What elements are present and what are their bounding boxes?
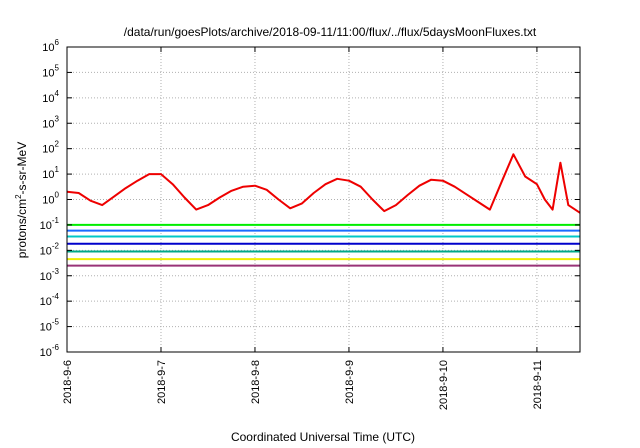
y-tick-label: 101 [42, 165, 59, 181]
x-tick-label: 2018-9-7 [156, 360, 168, 404]
y-label-post: -s-sr-MeV [15, 142, 29, 195]
y-tick-label: 10-3 [40, 267, 60, 283]
x-tick-label: 2018-9-8 [250, 360, 262, 404]
grid-lines [67, 47, 580, 352]
y-axis-label: protons/cm2-s-sr-MeV [14, 142, 29, 258]
chart-title: /data/run/goesPlots/archive/2018-09-11/1… [124, 25, 537, 39]
y-tick-label: 10-1 [40, 216, 60, 232]
y-tick-label: 105 [42, 63, 59, 79]
y-tick-label: 102 [42, 140, 59, 156]
y-tick-label: 103 [42, 114, 59, 130]
series-lines [66, 153, 581, 267]
y-tick-label: 10-4 [40, 292, 60, 308]
y-axis: 10-6 10-5 10-4 10-3 10-2 10-1 100 101 102 103 104 1… [40, 38, 580, 359]
x-axis-label: Coordinated Universal Time (UTC) [231, 430, 415, 444]
y-tick-label: 100 [42, 191, 59, 207]
x-tick-label: 2018-9-9 [344, 360, 356, 404]
y-tick-label: 106 [42, 38, 59, 54]
x-tick-label: 2018-9-6 [62, 360, 74, 404]
x-axis: 2018-9-6 2018-9-7 2018-9-8 2018-9-9 2018-9-1… [62, 47, 544, 410]
series-line-1 [66, 153, 581, 214]
plot-frame [66, 46, 581, 353]
x-tick-label: 2018-9-11 [532, 360, 544, 409]
y-tick-label: 10-2 [40, 241, 60, 257]
x-tick-label: 2018-9-10 [438, 360, 450, 410]
y-label-pre: protons/cm [15, 199, 29, 258]
y-label-sup: 2 [14, 194, 23, 199]
y-tick-label: 10-6 [40, 343, 60, 359]
y-tick-label: 10-5 [40, 318, 60, 334]
y-tick-label: 104 [42, 89, 59, 105]
